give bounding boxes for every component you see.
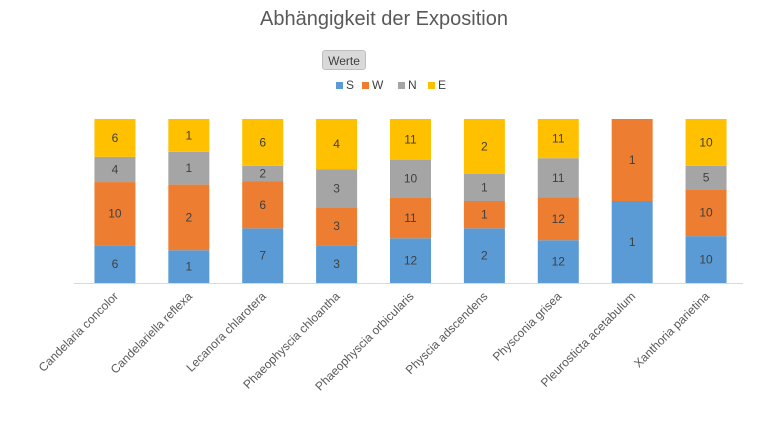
- data-label-e: 6: [112, 131, 119, 145]
- data-label-w: 6: [259, 198, 266, 212]
- data-label-s: 1: [185, 260, 192, 274]
- data-label-s: 12: [404, 254, 418, 268]
- data-label-s: 12: [552, 255, 566, 269]
- bar-segment-s: [463, 228, 505, 283]
- legend-label-e: E: [438, 78, 446, 92]
- bar-segment-w: [168, 184, 210, 251]
- category-label: Lecanora chlarotera: [183, 289, 269, 375]
- legend-swatch-w: [362, 82, 369, 89]
- data-label-e: 11: [552, 132, 565, 146]
- legend-label-n: N: [408, 78, 417, 92]
- data-label-n: 10: [404, 172, 418, 186]
- data-label-s: 10: [699, 253, 713, 267]
- data-label-n: 1: [481, 180, 488, 194]
- data-label-e: 4: [333, 137, 340, 151]
- bar-segment-s: [94, 245, 136, 283]
- bar-segment-s: [537, 240, 579, 283]
- bar-segment-s: [611, 201, 653, 283]
- category-label: Candelaria concolor: [36, 289, 121, 374]
- category-label: Xanthoria parietina: [631, 289, 712, 370]
- data-label-s: 7: [259, 249, 266, 263]
- bar-segment-n: [463, 173, 505, 201]
- legend-swatch-s: [336, 82, 343, 89]
- bar-segment-e: [685, 119, 727, 166]
- bar-segment-w: [611, 119, 653, 201]
- data-label-s: 3: [333, 257, 340, 271]
- bar-segment-w: [463, 201, 505, 229]
- data-label-w: 1: [629, 153, 636, 167]
- bar-segment-w: [94, 182, 136, 246]
- bar-segment-w: [242, 181, 284, 229]
- bar-segment-n: [685, 165, 727, 190]
- data-label-n: 4: [112, 162, 119, 176]
- bar-segment-e: [168, 119, 210, 152]
- data-label-w: 10: [699, 206, 713, 220]
- data-label-w: 11: [404, 211, 417, 225]
- data-label-w: 2: [185, 210, 192, 224]
- bar-segment-e: [390, 119, 431, 160]
- legend-swatch-e: [428, 82, 435, 89]
- legend-label-s: S: [346, 78, 354, 92]
- category-label: Physconia grisea: [490, 289, 565, 364]
- bar-segment-n: [242, 165, 284, 182]
- data-label-w: 3: [333, 219, 340, 233]
- data-label-e: 6: [259, 135, 266, 149]
- bar-segment-n: [94, 156, 136, 183]
- bar-segment-w: [316, 207, 358, 246]
- data-label-w: 1: [481, 208, 488, 222]
- data-label-s: 1: [629, 235, 636, 249]
- data-label-w: 12: [552, 212, 566, 226]
- data-label-n: 11: [552, 171, 565, 185]
- bar-segment-e: [242, 119, 284, 166]
- bar-segment-s: [685, 236, 727, 283]
- data-label-n: 5: [703, 171, 710, 185]
- data-label-n: 3: [333, 181, 340, 195]
- data-label-e: 10: [699, 135, 713, 149]
- data-label-e: 11: [404, 133, 417, 147]
- bar-segment-w: [537, 197, 579, 241]
- chart-title: Abhängigkeit der Exposition: [260, 8, 508, 30]
- legend-label-w: W: [372, 78, 384, 92]
- data-label-w: 10: [108, 207, 122, 221]
- data-label-e: 1: [185, 128, 192, 142]
- bar-segment-e: [94, 119, 136, 157]
- category-label: Physcia adscendens: [403, 289, 491, 377]
- bar-segment-w: [390, 197, 431, 239]
- bar-segment-n: [168, 151, 210, 185]
- bar-segment-n: [390, 160, 431, 198]
- bar-segment-s: [390, 238, 431, 283]
- bar-segment-n: [316, 169, 358, 208]
- data-label-s: 2: [481, 249, 488, 263]
- data-label-s: 6: [112, 257, 119, 271]
- category-label: Candelariella reflexa: [108, 289, 195, 376]
- bar-segment-w: [685, 189, 727, 237]
- legend-swatch-n: [398, 82, 405, 89]
- values-field-button[interactable]: Werte: [322, 50, 366, 70]
- bar-segment-e: [316, 119, 358, 170]
- bar-segment-s: [242, 228, 284, 283]
- data-label-e: 2: [481, 139, 488, 153]
- data-label-n: 2: [259, 167, 266, 181]
- data-label-n: 1: [185, 161, 192, 175]
- bar-segment-s: [168, 250, 210, 283]
- bar-segment-e: [463, 119, 505, 174]
- bar-segment-s: [316, 245, 358, 283]
- bar-segment-n: [537, 158, 579, 198]
- bar-segment-e: [537, 119, 579, 159]
